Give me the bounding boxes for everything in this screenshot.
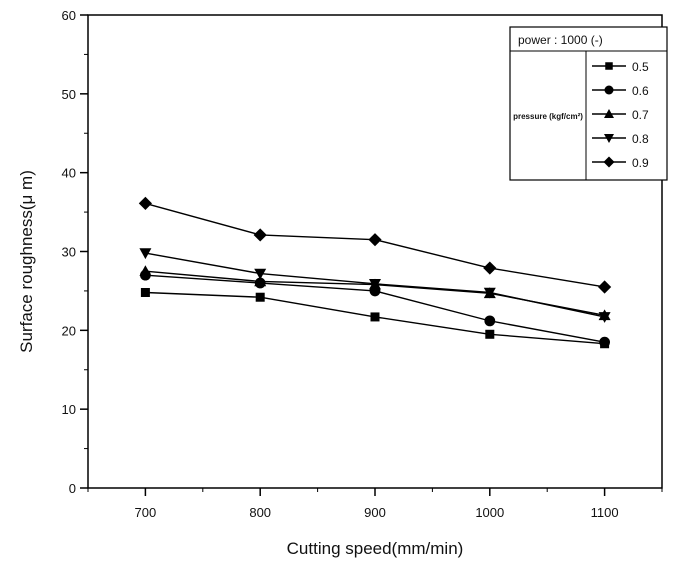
legend-marker-triangle-up [604,109,614,118]
x-axis-title: Cutting speed(mm/min) [287,539,464,558]
data-point-triangle-down [369,279,381,290]
x-tick-label: 1000 [475,505,504,520]
y-tick-label: 40 [62,166,76,181]
y-tick-label: 50 [62,87,76,102]
data-point-triangle-down [598,312,611,323]
data-point-triangle-down [254,268,267,280]
series-0.5 [140,287,610,349]
data-point-circle [484,315,496,327]
data-point-diamond [368,233,382,247]
legend-box [509,26,668,181]
series-layer [138,196,612,349]
data-point-triangle-up [254,275,267,287]
legend-label: 0.9 [632,156,649,170]
y-tick-label: 20 [62,323,76,338]
data-point-triangle-down [483,287,496,299]
data-point-square [255,292,265,302]
x-tick-label: 800 [249,505,271,520]
series-0.9 [138,196,612,294]
legend-label: 0.5 [632,60,649,74]
legend-group-label: pressure (kgf/cm²) [513,112,583,121]
x-tick-label: 1100 [591,505,619,520]
x-tick-label: 900 [364,505,386,520]
y-tick-label: 60 [62,8,76,23]
legend-label: 0.6 [632,84,649,98]
legend-marker-square [605,62,613,70]
series-0.8 [139,248,611,323]
data-point-triangle-up [139,265,152,277]
data-point-diamond [598,280,612,294]
legend-marker-diamond [603,156,615,168]
legend: power : 1000 (-) pressure (kgf/cm²) 0.50… [509,26,668,181]
legend-marker-circle [604,85,614,95]
y-tick-label: 10 [62,402,76,417]
data-point-diamond [253,228,267,242]
y-tick-label: 0 [69,481,76,496]
legend-header: power : 1000 (-) [518,33,603,47]
data-point-diamond [138,196,152,211]
data-point-square [370,312,380,322]
legend-items: 0.5 0.6 0.7 0.8 0.9 [592,60,649,170]
data-point-square [140,287,150,297]
legend-label: 0.8 [632,132,649,146]
y-tick-label: 30 [62,245,76,260]
data-point-diamond [483,261,497,275]
data-point-square [485,329,495,339]
x-tick-label: 700 [135,505,157,520]
legend-marker-triangle-down [604,134,614,143]
axes: 0 10 20 30 40 50 60 700 800 900 1000 1100 [62,8,663,520]
data-point-triangle-down [139,248,152,260]
legend-label: 0.7 [632,108,649,122]
y-axis-title: Surface roughness(μ m) [17,170,36,353]
data-point-circle [599,336,610,348]
